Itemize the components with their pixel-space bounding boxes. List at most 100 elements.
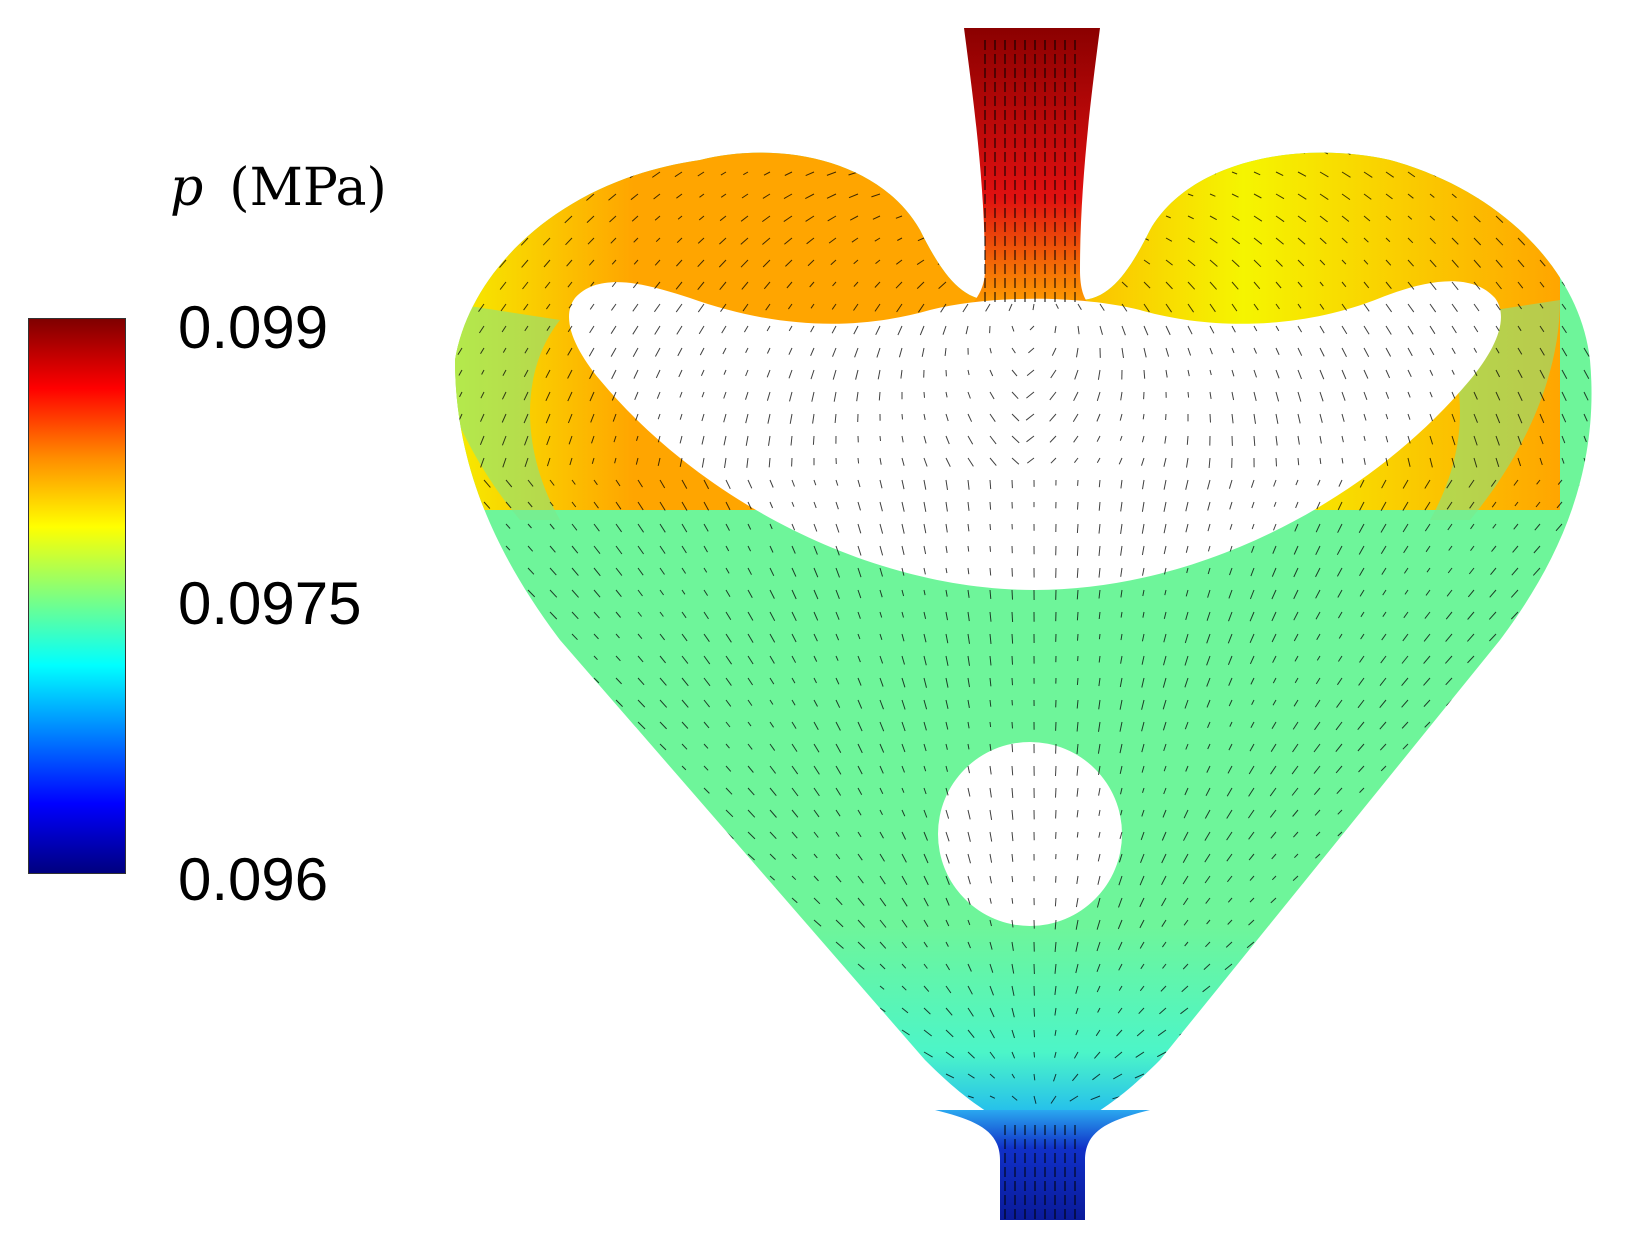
velocity-arrow [505,721,511,726]
velocity-arrow [835,941,844,949]
velocity-arrow [505,831,515,838]
velocity-arrow [461,523,469,531]
velocity-arrow [1073,1051,1079,1059]
velocity-arrow [769,963,779,970]
velocity-arrow [1337,611,1343,619]
velocity-arrow [1511,1073,1519,1076]
velocity-arrow [1495,152,1501,154]
velocity-arrow [502,457,507,468]
velocity-arrow [677,215,683,220]
velocity-arrow [1336,567,1343,577]
velocity-arrow [1319,303,1325,310]
velocity-arrow [769,545,774,553]
velocity-arrow [1163,765,1167,772]
velocity-arrow [1517,369,1523,379]
velocity-arrow [835,523,840,533]
velocity-arrow [857,655,861,663]
velocity-arrow [1142,567,1145,576]
velocity-arrow [967,941,971,949]
velocity-arrow [654,281,661,290]
velocity-arrow [549,941,560,946]
velocity-arrow [1249,897,1255,903]
velocity-arrow [659,743,667,751]
velocity-arrow [1096,435,1101,442]
velocity-arrow [615,941,625,947]
velocity-arrow [1075,1029,1079,1036]
velocity-arrow [1400,985,1409,989]
velocity-arrow [1385,369,1391,379]
velocity-arrow [945,1095,954,1099]
velocity-arrow [1473,303,1480,312]
velocity-arrow [1072,413,1079,422]
velocity-arrow [1162,963,1167,969]
velocity-arrow [945,545,948,553]
velocity-arrow [1224,1051,1233,1056]
velocity-arrow [1117,1007,1123,1014]
velocity-arrow [1495,215,1504,223]
velocity-arrow [923,1007,931,1015]
velocity-arrow [747,677,754,686]
velocity-arrow [527,853,536,859]
velocity-arrow [1185,479,1189,490]
velocity-arrow [1207,743,1211,750]
velocity-arrow [1421,831,1431,839]
velocity-arrow [1098,831,1101,838]
velocity-arrow [455,303,463,313]
velocity-arrow [440,1008,449,1010]
velocity-arrow [989,897,992,904]
velocity-arrow [989,589,992,599]
velocity-arrow [480,413,485,422]
velocity-arrow [545,347,551,355]
velocity-arrow [791,479,795,487]
velocity-arrow [440,854,449,858]
velocity-arrow [791,501,795,507]
velocity-arrow [1206,655,1211,666]
velocity-arrow [1203,963,1211,970]
velocity-arrow [1316,655,1321,661]
velocity-arrow [1120,633,1123,641]
velocity-arrow [1575,721,1585,729]
velocity-arrow [1401,699,1409,708]
velocity-arrow [1248,853,1255,861]
velocity-arrow [659,963,666,967]
velocity-arrow [835,765,842,775]
velocity-arrow [681,501,688,511]
velocity-arrow [945,985,952,994]
velocity-arrow [901,941,907,949]
velocity-arrow [923,721,927,731]
velocity-arrow [835,787,842,796]
velocity-arrow [1293,633,1299,642]
velocity-arrow [501,171,507,176]
velocity-arrow [747,831,756,840]
velocity-arrow [1314,699,1321,708]
velocity-arrow [1509,765,1519,773]
velocity-arrow [635,413,639,421]
velocity-arrow [791,765,799,775]
velocity-arrow [769,809,777,818]
velocity-arrow [1248,831,1255,840]
velocity-arrow [1178,1051,1189,1057]
velocity-arrow [1316,501,1321,510]
velocity-arrow [1423,655,1431,664]
velocity-arrow [849,215,859,221]
velocity-arrow [769,831,777,840]
velocity-arrow [1165,281,1173,290]
velocity-arrow [923,1051,933,1058]
velocity-arrow [593,699,601,707]
velocity-arrow [1187,171,1196,175]
velocity-arrow [1182,875,1189,885]
velocity-arrow [945,655,949,666]
velocity-arrow [637,1051,648,1055]
velocity-arrow [769,721,775,728]
crescent-obstacle [569,281,1501,590]
velocity-arrow [967,875,971,885]
velocity-arrow [961,148,969,150]
velocity-arrow [1227,655,1233,665]
velocity-arrow [483,1029,494,1033]
velocity-arrow [1205,787,1211,797]
velocity-arrow [898,347,903,358]
velocity-arrow [527,567,535,575]
velocity-arrow [1207,545,1211,552]
velocity-arrow [549,1051,556,1054]
velocity-arrow [1289,985,1299,991]
